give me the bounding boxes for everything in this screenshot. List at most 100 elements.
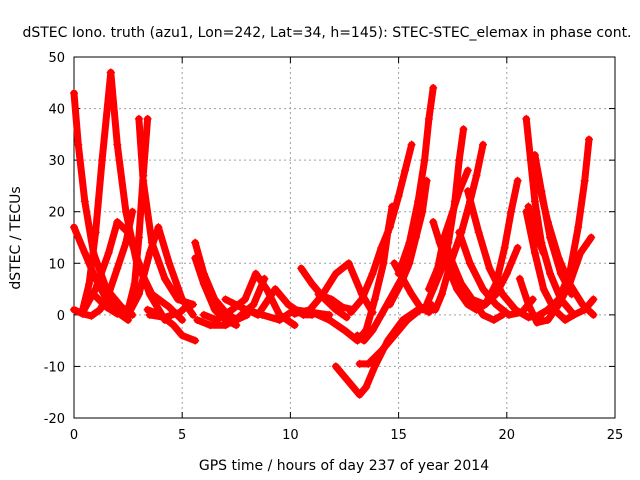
data-point-marker: [106, 68, 115, 77]
data-point-marker: [355, 359, 364, 368]
data-point-marker: [478, 310, 487, 319]
data-point-marker: [466, 259, 475, 268]
plot-frame: [73, 56, 616, 419]
data-point-marker: [134, 290, 143, 299]
data-point-marker: [539, 285, 548, 294]
data-point-marker: [589, 295, 598, 304]
data-point-marker: [455, 187, 464, 196]
data-point-marker: [338, 303, 347, 312]
x-axis-title: GPS time / hours of day 237 of year 2014: [199, 458, 489, 474]
data-point-marker: [349, 383, 358, 392]
series-layer: [70, 68, 598, 399]
series-10: [145, 300, 193, 322]
data-point-marker: [403, 316, 412, 325]
data-point-marker: [459, 125, 468, 134]
data-point-marker: [251, 269, 260, 278]
data-point-marker: [134, 114, 143, 123]
data-point-marker: [113, 264, 122, 273]
data-point-marker: [433, 264, 442, 273]
data-point-marker: [308, 308, 317, 317]
data-point-marker: [85, 279, 94, 288]
series-14: [199, 269, 299, 330]
data-point-marker: [206, 321, 215, 330]
data-point-marker: [143, 114, 152, 123]
data-point-marker: [444, 264, 453, 273]
data-point-marker: [212, 316, 221, 325]
data-point-marker: [385, 300, 394, 309]
y-tick-label: 50: [48, 51, 65, 66]
data-point-marker: [530, 228, 539, 237]
data-point-marker: [530, 248, 539, 257]
data-point-marker: [98, 156, 107, 165]
data-point-marker: [481, 300, 490, 309]
data-point-marker: [249, 300, 258, 309]
data-point-marker: [455, 228, 464, 237]
data-point-marker: [394, 192, 403, 201]
data-point-marker: [271, 285, 280, 294]
x-tick-label: 20: [499, 428, 516, 443]
data-point-marker: [489, 316, 498, 325]
data-point-marker: [418, 207, 427, 216]
data-point-marker: [134, 233, 143, 242]
data-point-marker: [199, 310, 208, 319]
data-point-marker: [485, 264, 494, 273]
data-point-marker: [567, 290, 576, 299]
data-point-marker: [407, 290, 416, 299]
data-point-marker: [546, 233, 555, 242]
data-point-marker: [227, 305, 236, 314]
data-point-marker: [455, 156, 464, 165]
data-point-marker: [154, 223, 163, 232]
data-point-marker: [398, 274, 407, 283]
series-35: [468, 243, 522, 309]
data-point-marker: [165, 259, 174, 268]
x-tick-label: 15: [390, 428, 407, 443]
data-point-marker: [405, 238, 414, 247]
series-42: [524, 202, 548, 257]
data-point-marker: [437, 290, 446, 299]
data-point-marker: [405, 259, 414, 268]
data-point-marker: [191, 238, 200, 247]
data-point-marker: [407, 140, 416, 149]
data-point-marker: [145, 310, 154, 319]
data-point-marker: [440, 233, 449, 242]
series-line: [516, 234, 595, 327]
data-point-marker: [340, 372, 349, 381]
data-point-marker: [147, 290, 156, 299]
series-9: [124, 223, 198, 319]
data-point-marker: [530, 197, 539, 206]
data-point-marker: [193, 316, 202, 325]
data-point-marker: [474, 228, 483, 237]
data-point-marker: [80, 248, 89, 257]
data-point-marker: [414, 197, 423, 206]
data-point-marker: [463, 300, 472, 309]
data-point-marker: [463, 187, 472, 196]
y-tick-label: 10: [48, 257, 65, 272]
data-point-marker: [377, 310, 386, 319]
data-point-marker: [424, 308, 433, 317]
data-point-marker: [522, 114, 531, 123]
data-point-marker: [191, 336, 200, 345]
data-point-marker: [70, 89, 78, 98]
data-point-marker: [165, 303, 174, 312]
series-line: [146, 301, 193, 321]
data-point-marker: [297, 264, 306, 273]
data-point-marker: [178, 331, 187, 340]
data-point-marker: [416, 303, 425, 312]
series-line: [315, 290, 357, 314]
x-tick-label: 5: [178, 428, 186, 443]
series-line: [395, 84, 437, 278]
data-point-marker: [463, 166, 472, 175]
data-point-marker: [176, 308, 185, 317]
data-point-marker: [113, 218, 122, 227]
data-point-marker: [543, 305, 552, 314]
data-point-marker: [258, 310, 267, 319]
data-point-marker: [457, 279, 466, 288]
data-point-marker: [78, 305, 87, 314]
data-point-marker: [587, 233, 596, 242]
data-point-marker: [331, 362, 340, 371]
data-point-marker: [284, 300, 293, 309]
data-point-marker: [401, 166, 410, 175]
data-point-marker: [513, 243, 522, 252]
data-point-marker: [130, 279, 139, 288]
data-point-marker: [80, 197, 89, 206]
